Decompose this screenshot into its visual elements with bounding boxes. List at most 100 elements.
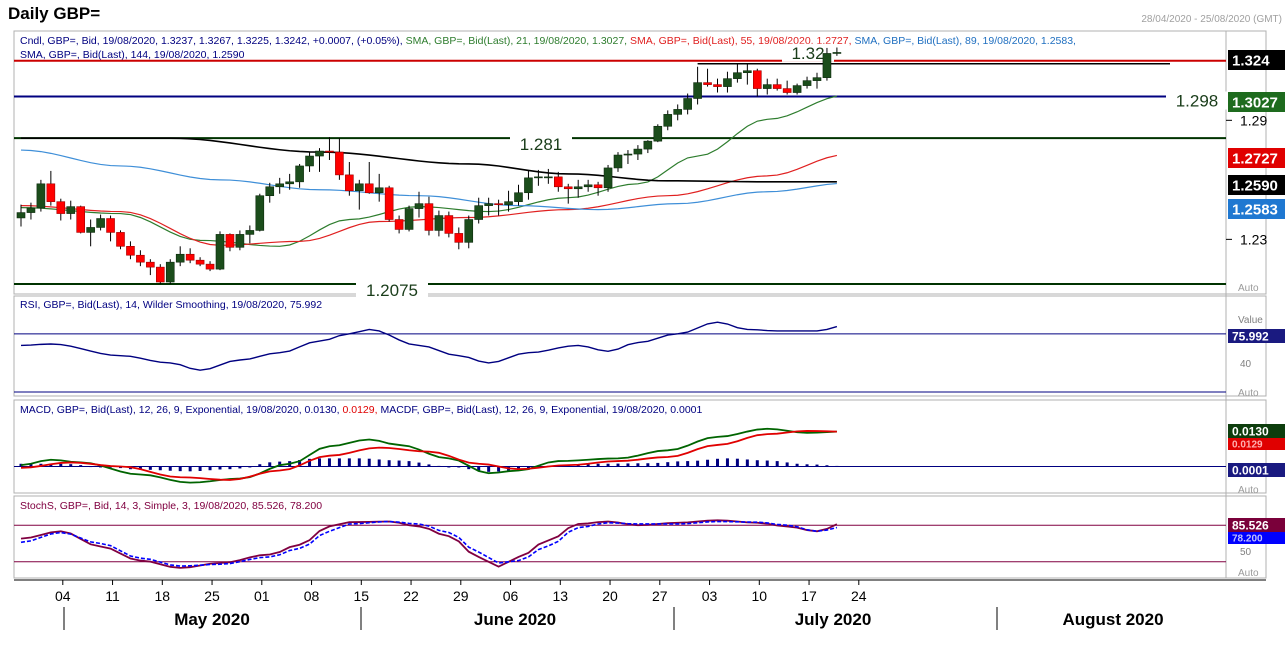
candle-body — [404, 208, 414, 230]
price-badge-4-bg — [1228, 199, 1285, 219]
price-legend-line2: SMA, GBP=, Bid(Last), 144, 19/08/2020, 1… — [20, 49, 245, 61]
candle-body — [66, 206, 76, 214]
macd-hist-bar — [417, 462, 421, 467]
candle-body — [613, 154, 623, 169]
candle-body — [484, 203, 493, 206]
month-label: May 2020 — [174, 610, 250, 629]
stoch-tick-label: 50 — [1240, 547, 1252, 558]
macd-badge-3: 0.0001 — [1232, 463, 1269, 477]
price-badge-4: 1.2583 — [1232, 201, 1278, 218]
rsi-plot — [14, 321, 1226, 393]
month-label: June 2020 — [474, 610, 556, 629]
candle-body — [215, 234, 225, 270]
day-tick-label: 11 — [105, 588, 120, 604]
candle-body — [643, 140, 653, 150]
candle-body — [335, 151, 344, 176]
candle-body — [792, 85, 802, 93]
level-label: 1.281 — [520, 135, 563, 154]
macd-hist-bar — [626, 463, 630, 467]
value-axis: 1.29 1.23 1.324 1.3027 1.2727 1.2590 1.2583 Aut… — [1226, 50, 1285, 579]
macd-hist-bar — [89, 466, 93, 468]
price-badge-0-bg — [1228, 50, 1285, 70]
macd-hist-bar — [805, 464, 809, 467]
stoch-badge-2: 78.200 — [1232, 534, 1263, 545]
candle-body — [812, 77, 822, 81]
macd-hist-bar — [835, 465, 839, 467]
candle-body — [384, 187, 394, 220]
macd-hist-bar — [636, 463, 640, 467]
macd-hist-bar — [427, 464, 431, 467]
price-auto: Auto — [1238, 283, 1259, 294]
macd-hist-bar — [397, 460, 401, 467]
candle-body — [354, 183, 364, 192]
candle-body — [683, 98, 692, 110]
candle-body — [96, 218, 105, 228]
macd-hist-bar — [716, 458, 719, 467]
macd-hist-bar — [596, 463, 600, 467]
macd-hist-bar — [337, 458, 341, 467]
candle-body — [374, 187, 384, 194]
candle-body — [195, 259, 205, 265]
macd-hist-bar — [646, 463, 650, 467]
macd-hist-bar — [815, 464, 819, 467]
macd-hist-bar — [278, 461, 282, 467]
price-badge-3-bg — [1228, 175, 1285, 195]
stoch-auto: Auto — [1238, 568, 1259, 579]
rsi-value-label: Value — [1238, 315, 1263, 326]
day-tick-label: 01 — [254, 588, 270, 604]
macd-hist-bar — [208, 466, 212, 471]
day-tick-label: 29 — [453, 588, 469, 604]
candle-body — [225, 234, 235, 248]
candle-body — [733, 72, 742, 79]
candle-body — [36, 183, 46, 209]
stoch-badge-2-bg — [1228, 532, 1285, 544]
candle-body — [46, 183, 56, 202]
macd-hist-bar — [188, 466, 192, 472]
candle-body — [713, 84, 722, 87]
legend-sma21: SMA, GBP=, Bid(Last), 21, 19/08/2020, 1.… — [406, 35, 630, 47]
legend-macd-signal: 0.0129, — [343, 404, 381, 416]
day-tick-label: 17 — [801, 588, 817, 604]
candle-body — [623, 153, 633, 156]
macd-hist-bar — [258, 464, 262, 467]
macd-hist-bar — [497, 466, 501, 472]
candle-body — [553, 176, 563, 188]
macd-hist-bar — [308, 458, 312, 467]
candle-body — [832, 52, 842, 54]
level-label: 1.298 — [1176, 92, 1219, 111]
candle-body — [86, 227, 95, 233]
price-tick-label: 1.29 — [1240, 112, 1267, 128]
macd-hist-bar — [228, 466, 232, 470]
candle-body — [504, 201, 513, 205]
candle-body — [603, 167, 613, 189]
candle-body — [474, 205, 484, 220]
candle-body — [106, 218, 115, 233]
macd-hist-bar — [377, 459, 381, 467]
macd-auto: Auto — [1238, 485, 1259, 496]
candle-body — [156, 266, 165, 283]
rsi-auto: Auto — [1238, 388, 1259, 399]
macd-legend: MACD, GBP=, Bid(Last), 12, 26, 9, Expone… — [20, 404, 703, 416]
candle-body — [434, 215, 444, 231]
day-tick-label: 20 — [602, 588, 618, 604]
candle-body — [494, 203, 503, 205]
rsi-panel-frame — [13, 295, 1267, 397]
candle-body — [743, 70, 752, 74]
candle-body — [424, 203, 434, 231]
day-tick-label: 08 — [304, 588, 320, 604]
macd-badge-3-bg — [1228, 463, 1285, 477]
macd-hist-bar — [477, 466, 481, 472]
macd-badge-1-bg — [1228, 424, 1285, 438]
macd-hist-bar — [785, 462, 789, 467]
macd-hist-bar — [457, 466, 461, 468]
macd-hist-bar — [467, 466, 471, 470]
level-label: 1.2075 — [366, 281, 418, 300]
candle-body — [723, 78, 732, 87]
macd-line — [20, 427, 837, 484]
month-label: August 2020 — [1062, 610, 1163, 629]
price-badge-0: 1.324 — [1232, 52, 1270, 69]
candle-body — [116, 232, 125, 247]
macd-hist-bar — [69, 464, 73, 467]
macd-hist-bar — [298, 460, 302, 467]
